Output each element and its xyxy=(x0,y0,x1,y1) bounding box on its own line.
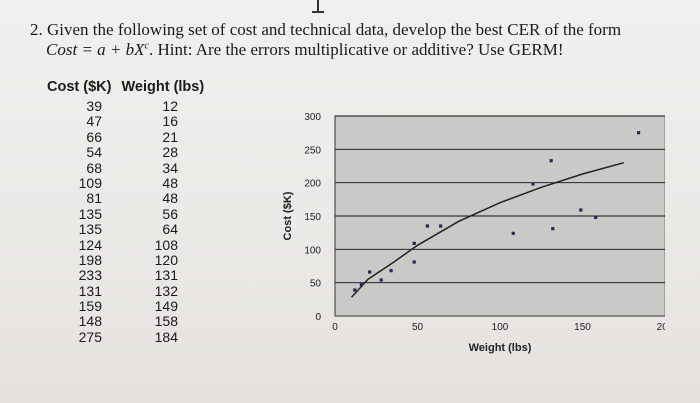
weight-cell: 21 xyxy=(162,128,178,145)
data-point xyxy=(551,227,555,231)
cost-cell: 148 xyxy=(78,313,102,330)
y-axis-title: Cost ($K) xyxy=(282,191,294,240)
problem-line-1: 2. Given the following set of cost and t… xyxy=(30,20,622,39)
problem-line-2: Cost = a + bXc. Hint: Are the errors mul… xyxy=(46,40,563,60)
cost-cell: 81 xyxy=(86,190,102,207)
data-point xyxy=(549,159,553,163)
problem-hint: . Hint: Are the errors multiplicative or… xyxy=(148,40,564,59)
data-point xyxy=(594,215,598,219)
data-point xyxy=(368,270,372,274)
table-header: Cost ($K) Weight (lbs) xyxy=(47,79,204,95)
y-tick-label: 100 xyxy=(304,245,321,256)
scatter-chart: 0 50 100 150 200 250 300 0 50 100 150 200 Weight (lb… xyxy=(282,112,665,354)
data-point xyxy=(439,224,443,228)
y-tick-label: 50 xyxy=(310,279,322,290)
x-tick-label: 50 xyxy=(412,322,424,333)
header-cost: Cost ($K) xyxy=(47,79,112,95)
formula-lhs: Cost xyxy=(46,40,78,59)
x-axis-title: Weight (lbs) xyxy=(469,342,532,354)
weight-cell: 131 xyxy=(154,267,178,284)
weight-cell: 48 xyxy=(162,174,178,191)
data-point xyxy=(359,283,363,287)
y-tick-label: 250 xyxy=(304,145,321,156)
weight-column: 12 16 21 28 34 48 48 56 64 108 120 131 132 149 158 184 xyxy=(136,98,178,345)
cost-cell: 233 xyxy=(78,267,102,284)
cost-cell: 47 xyxy=(86,113,102,130)
formula-rhs: = a + bX xyxy=(77,40,145,59)
data-point xyxy=(353,288,357,292)
x-tick-label: 150 xyxy=(574,322,591,333)
data-point xyxy=(412,260,416,264)
y-tick-label: 300 xyxy=(304,112,321,123)
x-tick-label: 100 xyxy=(492,322,509,333)
cost-cell: 39 xyxy=(86,98,102,114)
cost-cell: 124 xyxy=(78,236,102,253)
y-tick-label: 150 xyxy=(304,212,321,223)
weight-cell: 56 xyxy=(162,205,178,222)
weight-cell: 132 xyxy=(154,282,178,299)
data-point xyxy=(425,224,429,228)
trend-line xyxy=(350,161,624,298)
header-weight: Weight (lbs) xyxy=(121,79,205,95)
data-point xyxy=(389,269,393,273)
weight-cell: 120 xyxy=(154,251,178,268)
weight-cell: 12 xyxy=(162,98,178,114)
weight-cell: 48 xyxy=(162,190,178,207)
cost-column: 39 47 66 54 68 109 81 135 135 124 198 233 131 159 148 2… xyxy=(60,98,102,345)
weight-cell: 28 xyxy=(162,144,178,161)
data-point xyxy=(579,208,583,212)
data-point xyxy=(412,241,416,245)
weight-cell: 184 xyxy=(154,328,178,345)
cost-cell: 68 xyxy=(86,159,102,176)
data-point xyxy=(511,231,515,235)
cursor-mark xyxy=(312,0,324,14)
weight-cell: 158 xyxy=(154,313,178,330)
weight-cell: 34 xyxy=(162,159,178,176)
data-point xyxy=(531,182,535,186)
weight-cell: 64 xyxy=(162,221,178,238)
cost-cell: 131 xyxy=(78,282,102,299)
y-tick-label: 0 xyxy=(315,312,321,323)
cost-cell: 66 xyxy=(86,128,102,145)
data-point xyxy=(637,131,641,135)
weight-cell: 149 xyxy=(154,298,178,315)
formula-exponent: c xyxy=(144,40,149,52)
cost-cell: 109 xyxy=(78,174,102,191)
x-tick-label: 200 xyxy=(657,322,665,333)
cost-cell: 135 xyxy=(78,205,102,222)
y-tick-label: 200 xyxy=(304,179,321,190)
cost-cell: 198 xyxy=(78,251,102,268)
data-point xyxy=(379,278,383,282)
cost-cell: 54 xyxy=(86,144,102,161)
weight-cell: 108 xyxy=(154,236,178,253)
x-tick-label: 0 xyxy=(332,322,338,333)
cost-cell: 275 xyxy=(78,328,102,345)
cost-cell: 159 xyxy=(78,298,102,315)
cost-cell: 135 xyxy=(78,221,102,238)
weight-cell: 16 xyxy=(162,113,178,130)
